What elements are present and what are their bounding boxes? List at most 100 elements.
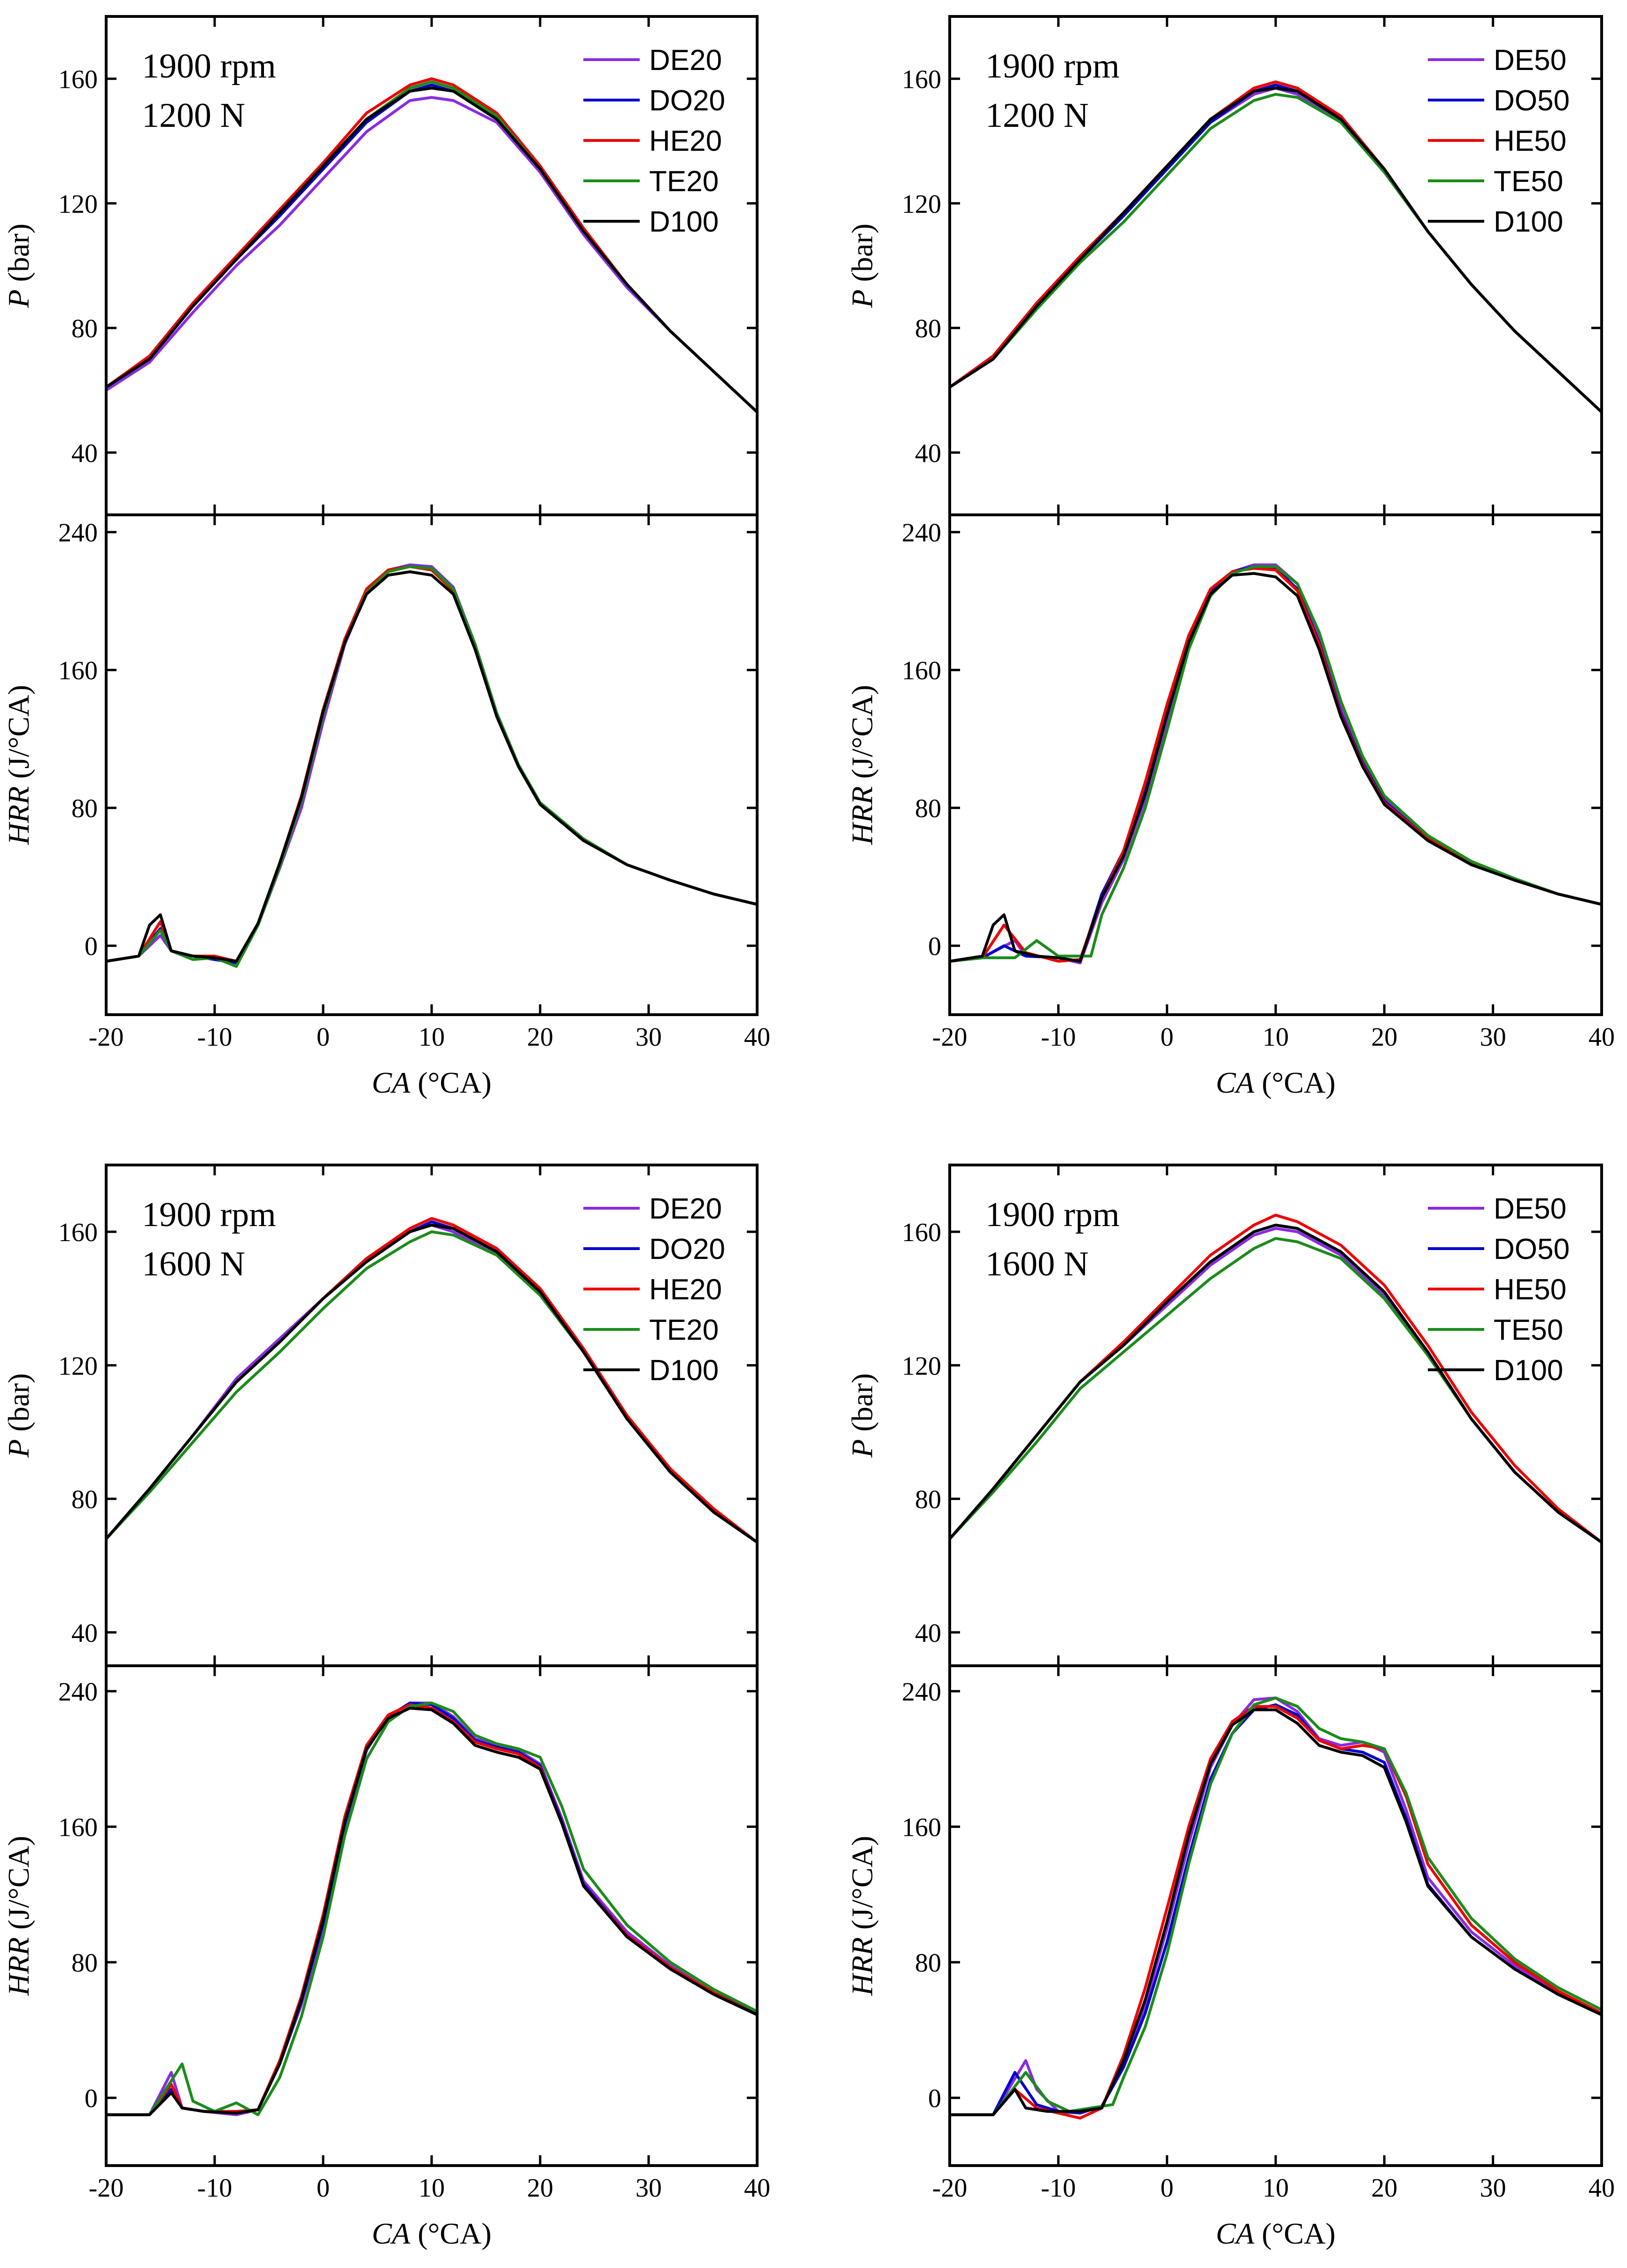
legend-label-he50: HE50 — [1494, 1274, 1566, 1306]
y-tick-label: 40 — [915, 1619, 941, 1648]
series-line-te20 — [106, 565, 757, 968]
panel-2: 40 80 120 160 P (bar) 0 80 160 240 HRR (J/°CA) -20… — [845, 15, 1615, 1099]
pressure-axis-label: P (bar) — [845, 1373, 879, 1458]
legend-label-he20: HE20 — [649, 1274, 722, 1306]
y-tick-label: 240 — [902, 1678, 941, 1707]
y-tick-label: 160 — [902, 656, 941, 685]
series-line-do50 — [950, 565, 1602, 963]
legend-label-do20: DO20 — [649, 85, 725, 117]
y-tick-label: 40 — [915, 439, 941, 468]
pressure-axis-label: P (bar) — [2, 1373, 35, 1458]
panel-1: 40 80 120 160 P (bar) 0 80 160 240 HRR (J/°CA) -20… — [2, 15, 770, 1099]
series-line-te50 — [950, 565, 1602, 963]
x-tick-label: 0 — [1161, 2174, 1174, 2203]
legend-label-de50: DE50 — [1494, 44, 1566, 77]
hrr-plot: 0 80 160 240 HRR (J/°CA) — [2, 513, 759, 1016]
y-tick-label: 80 — [71, 1949, 98, 1978]
condition-label: 1600 N — [985, 1245, 1089, 1283]
axis-label-symbol: HRR — [845, 1937, 879, 1996]
condition-label: 1200 N — [985, 96, 1089, 135]
axis-label-unit: (°CA) — [410, 1066, 491, 1099]
y-tick-label: 40 — [71, 439, 98, 468]
series-line-he20 — [106, 1703, 757, 2116]
axis-label-symbol: P — [2, 1439, 35, 1458]
series-line-he20 — [106, 565, 757, 963]
x-tick-label: 0 — [317, 2174, 330, 2203]
x-tick-label: 20 — [527, 1023, 553, 1052]
x-tick-label: 20 — [527, 2174, 553, 2203]
axis-label-unit: (bar) — [2, 1373, 35, 1439]
series-line-de20 — [106, 1701, 757, 2116]
pressure-series-group — [950, 1213, 1602, 1544]
series-line-do50 — [950, 1703, 1602, 2116]
y-tick-label: 80 — [915, 794, 941, 823]
x-tick-label: 30 — [635, 1023, 662, 1052]
x-tick-label: -10 — [197, 2174, 232, 2203]
pressure-plot: 40 80 120 160 P (bar) — [2, 1164, 759, 1667]
legend-label-te50: TE50 — [1494, 165, 1563, 198]
y-tick-label: 80 — [71, 794, 98, 823]
pressure-axis-label: P (bar) — [845, 224, 879, 308]
legend-label-do20: DO20 — [649, 1233, 725, 1266]
axis-label-symbol: HRR — [845, 786, 879, 845]
axis-label-symbol: CA — [372, 1066, 411, 1099]
y-tick-label: 120 — [58, 1351, 98, 1381]
axis-label-unit: (J/°CA) — [2, 1836, 35, 1937]
y-tick-label: 160 — [902, 65, 941, 94]
axis-label-symbol: P — [845, 1439, 879, 1458]
axis-label-symbol: HRR — [2, 786, 35, 845]
hrr-frame — [948, 513, 1603, 1016]
x-tick-label: -20 — [89, 2174, 124, 2203]
pressure-plot: 40 80 120 160 P (bar) — [845, 15, 1603, 516]
y-tick-label: 80 — [71, 1485, 98, 1515]
x-axis-label: CA (°CA) — [372, 1066, 492, 1099]
axis-label-unit: (°CA) — [1254, 1066, 1335, 1099]
pressure-plot: 40 80 120 160 P (bar) — [845, 1164, 1603, 1667]
axis-label-unit: (J/°CA) — [845, 685, 879, 786]
x-tick-label: -20 — [932, 2174, 968, 2203]
axis-label-unit: (°CA) — [410, 2217, 491, 2250]
axis-label-symbol: P — [845, 289, 879, 308]
pressure-series-group — [950, 80, 1602, 414]
legend-label-do50: DO50 — [1494, 85, 1570, 117]
y-tick-label: 0 — [85, 2084, 98, 2113]
legend-label-de50: DE50 — [1494, 1193, 1566, 1225]
x-tick-label: -10 — [197, 1023, 232, 1052]
legend-label-do50: DO50 — [1494, 1233, 1570, 1266]
series-line-de20 — [106, 563, 757, 964]
y-tick-label: 160 — [58, 1813, 98, 1842]
hrr-plot: 0 80 160 240 HRR (J/°CA) — [845, 1664, 1603, 2167]
condition-label: 1600 N — [142, 1245, 245, 1283]
condition-label: 1900 rpm — [142, 47, 276, 85]
pressure-plot: 40 80 120 160 P (bar) — [2, 15, 759, 516]
series-line-d100 — [950, 1708, 1602, 2116]
x-tick-label: -20 — [89, 1023, 124, 1052]
axis-label-unit: (bar) — [845, 1373, 879, 1439]
pressure-series-group — [106, 1217, 757, 1544]
series-line-d100 — [106, 86, 757, 414]
hrr-plot: 0 80 160 240 HRR (J/°CA) — [2, 1664, 759, 2167]
y-tick-label: 240 — [902, 519, 941, 548]
x-tick-label: 20 — [1371, 2174, 1397, 2203]
y-tick-label: 240 — [58, 519, 98, 548]
x-tick-label: 10 — [418, 2174, 445, 2203]
hrr-frame — [105, 513, 759, 1016]
pressure-axis-label: P (bar) — [2, 224, 35, 308]
series-line-de50 — [950, 1696, 1602, 2116]
axis-label-symbol: HRR — [2, 1937, 35, 1996]
y-tick-label: 80 — [915, 314, 941, 343]
series-line-d100 — [950, 1223, 1602, 1544]
series-line-he50 — [950, 1705, 1602, 2120]
x-tick-label: 30 — [1480, 2174, 1506, 2203]
y-tick-label: 120 — [902, 190, 941, 219]
x-tick-label: 10 — [1263, 2174, 1289, 2203]
x-tick-label: 40 — [744, 1023, 770, 1052]
y-tick-label: 0 — [928, 2084, 941, 2113]
x-tick-label: -10 — [1041, 1023, 1076, 1052]
y-tick-label: 120 — [58, 190, 98, 219]
legend-label-d100: D100 — [649, 1354, 719, 1387]
series-line-d100 — [106, 1707, 757, 2116]
legend-label-de20: DE20 — [649, 44, 722, 77]
series-line-do20 — [106, 565, 757, 964]
x-tick-label: 0 — [1161, 1023, 1174, 1052]
